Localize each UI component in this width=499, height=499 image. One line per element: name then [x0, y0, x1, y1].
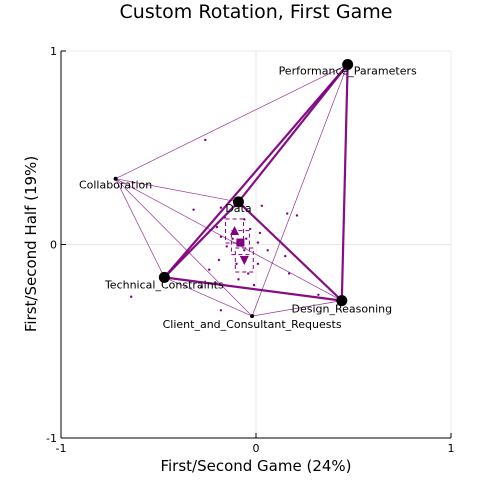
scatter-point: [286, 212, 289, 215]
edge-line: [164, 277, 253, 317]
node-label: Performance_Parameters: [279, 65, 417, 78]
scatter-point: [231, 237, 234, 240]
scatter-point: [287, 272, 291, 275]
x-tick-label: 0: [253, 442, 260, 455]
nodes: [113, 59, 354, 319]
edge-line: [163, 201, 240, 279]
centroids: [225, 218, 254, 273]
scatter-point: [225, 245, 228, 248]
node-label: Collaboration: [79, 179, 152, 192]
scatter-point: [237, 278, 240, 281]
scatter-point: [260, 204, 264, 207]
edge-line: [251, 64, 348, 317]
grid: [60, 50, 452, 439]
scatter-point: [200, 285, 203, 289]
node-point: [158, 271, 170, 283]
scatter-point: [284, 254, 287, 258]
scatter-point: [247, 272, 250, 275]
node-point: [336, 295, 348, 307]
node-point: [113, 176, 118, 181]
edge-line: [237, 63, 349, 203]
scatter-point: [208, 268, 211, 271]
y-tick-label: 0: [50, 239, 57, 252]
edge-line: [115, 178, 253, 317]
scatter-point: [245, 237, 248, 240]
edge-line: [115, 64, 348, 180]
y-axis-label: First/Second Half (19%): [22, 156, 40, 332]
centroid-interval: [234, 247, 254, 273]
edge-line: [115, 178, 165, 278]
edge-line: [163, 63, 349, 279]
centroid-interval: [225, 218, 245, 244]
scatter-point: [266, 249, 269, 252]
edge-line: [115, 178, 342, 301]
scatter-point: [317, 293, 320, 297]
chart-title: Custom Rotation, First Game: [120, 1, 393, 23]
edge-line: [164, 276, 342, 302]
centroid-interval: [230, 230, 250, 256]
scatter-point: [258, 231, 262, 235]
y-tick-label: 1: [50, 45, 57, 58]
scatter-point: [219, 235, 223, 238]
scatter-point: [295, 214, 299, 217]
centroid-triangle-up: [230, 225, 240, 235]
scatter-point: [243, 218, 246, 221]
scatter-point: [235, 262, 238, 266]
x-tick-label: 1: [448, 442, 455, 455]
centroid-triangle-down: [239, 255, 249, 265]
x-tick-label: -1: [56, 442, 67, 455]
node-labels: Performance_Parameters Collaboration Data T…: [79, 65, 417, 332]
scatter-point: [256, 241, 260, 244]
node-point: [342, 59, 354, 71]
node-point: [232, 196, 244, 208]
scatter-point: [130, 295, 133, 298]
y-tick-label: -1: [46, 432, 57, 445]
node-label: Technical_Constraints: [104, 278, 224, 291]
scatter-point: [215, 225, 219, 229]
scatter-point: [217, 258, 221, 262]
node-label: Design_Reasoning: [292, 303, 393, 316]
scatter-point: [256, 262, 260, 266]
scatter-point: [243, 249, 246, 252]
scatter-point: [219, 309, 223, 312]
scatter-point: [219, 206, 223, 209]
x-axis-label: First/Second Game (24%): [160, 457, 351, 475]
edge-line: [115, 178, 239, 203]
edge-line: [237, 201, 343, 302]
scatter-point: [204, 138, 207, 142]
edge-line: [340, 64, 349, 301]
node-label: Client_and_Consultant_Requests: [163, 318, 342, 331]
node-label: Data: [225, 202, 251, 215]
scatter-point: [248, 227, 252, 231]
edge-line: [252, 300, 342, 317]
axes: -1 0 1 -1 0 1: [46, 45, 454, 455]
scatter-point: [192, 208, 195, 211]
scatter-point: [252, 283, 256, 287]
scatter-point: [223, 216, 226, 219]
node-point: [250, 314, 255, 319]
edges: [115, 63, 349, 317]
scatter-points: [130, 138, 320, 312]
